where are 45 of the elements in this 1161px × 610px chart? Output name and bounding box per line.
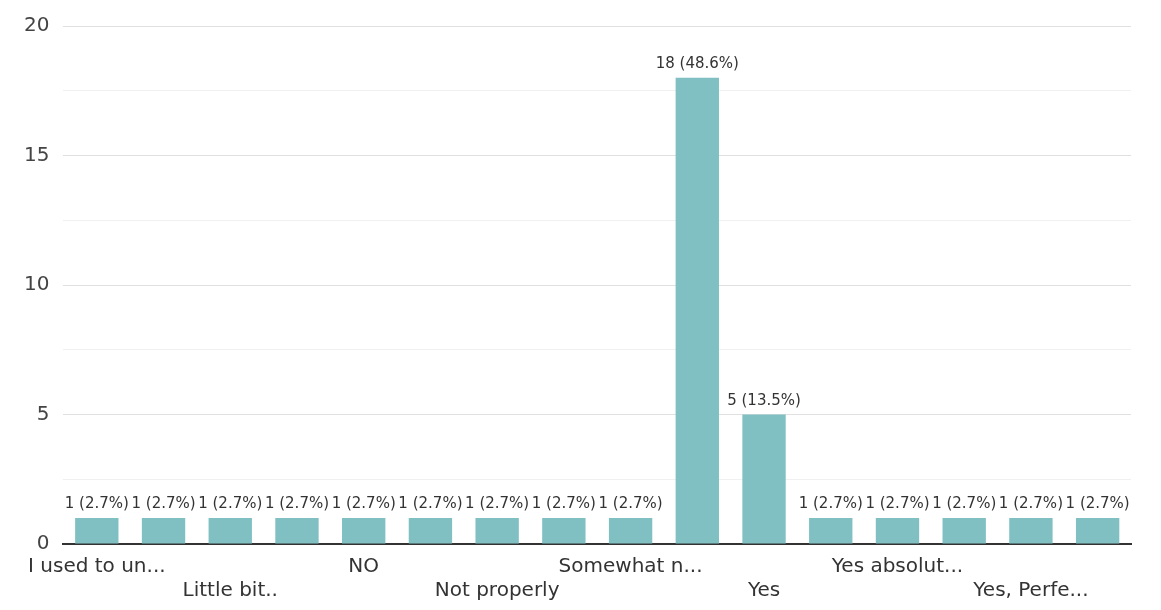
bar xyxy=(1009,518,1053,544)
data-label: 1 (2.7%) xyxy=(264,494,330,513)
data-label: 1 (2.7%) xyxy=(798,494,863,513)
x-tick-label: NO xyxy=(348,553,380,578)
data-label: 1 (2.7%) xyxy=(865,494,930,513)
data-label: 1 (2.7%) xyxy=(331,494,396,513)
bar xyxy=(742,414,786,544)
y-tick-label: 20 xyxy=(24,12,50,37)
x-tick-label: Yes absolut... xyxy=(830,553,964,578)
data-label: 1 (2.7%) xyxy=(598,494,663,513)
data-label: 1 (2.7%) xyxy=(64,494,129,513)
data-label: 1 (2.7%) xyxy=(398,494,463,513)
y-tick-label: 0 xyxy=(36,530,50,555)
y-tick-label: 5 xyxy=(36,400,50,425)
bar xyxy=(342,518,386,544)
bar xyxy=(408,518,453,544)
bar xyxy=(942,518,986,544)
bar xyxy=(875,518,920,544)
bar xyxy=(1075,518,1120,544)
bar xyxy=(275,518,319,544)
data-label: 1 (2.7%) xyxy=(932,494,997,513)
data-label: 5 (13.5%) xyxy=(727,390,801,409)
bar xyxy=(475,518,519,544)
x-tick-label: Little bit.. xyxy=(182,577,278,602)
data-label: 1 (2.7%) xyxy=(131,494,196,513)
bar xyxy=(608,518,653,544)
x-tick-label: I used to un... xyxy=(28,553,166,578)
bar xyxy=(675,77,719,544)
bar xyxy=(75,518,119,544)
bar xyxy=(809,518,853,544)
x-tick-label: Yes xyxy=(746,577,781,602)
data-label: 1 (2.7%) xyxy=(198,494,263,513)
x-tick-label: Yes, Perfe... xyxy=(972,577,1089,602)
data-label: 1 (2.7%) xyxy=(998,494,1063,513)
bar xyxy=(141,518,186,544)
x-tick-label: Somewhat n... xyxy=(558,553,703,578)
y-tick-label: 15 xyxy=(24,141,50,166)
y-tick-label: 10 xyxy=(24,271,50,296)
data-label: 1 (2.7%) xyxy=(465,494,530,513)
bar xyxy=(208,518,252,544)
data-label: 1 (2.7%) xyxy=(531,494,596,513)
data-label: 1 (2.7%) xyxy=(1065,494,1130,513)
x-tick-label: Not properly xyxy=(434,577,560,602)
data-label: 18 (48.6%) xyxy=(655,54,739,73)
bar xyxy=(542,518,586,544)
